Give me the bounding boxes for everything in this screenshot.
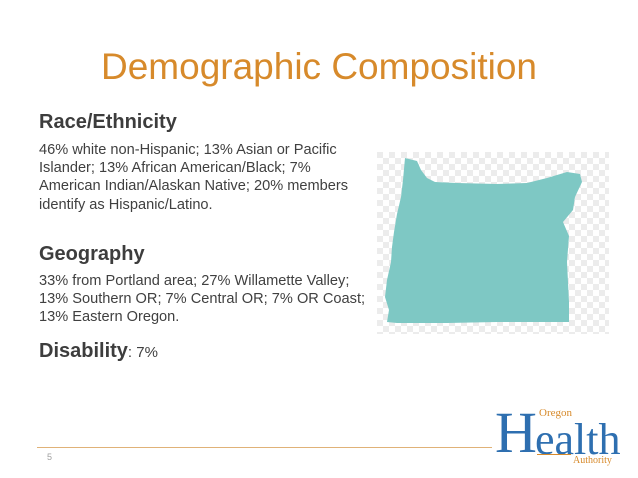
race-ethnicity-text: 46% white non-Hispanic; 13% Asian or Pac… (39, 142, 349, 213)
slide-title: Demographic Composition (101, 46, 537, 87)
logo-oregon-text: Oregon (539, 407, 572, 419)
logo-initial: H (495, 400, 537, 465)
oregon-map-icon (377, 152, 609, 334)
footer-divider (37, 447, 492, 448)
page-number: 5 (47, 452, 53, 462)
oregon-health-authority-logo: H Oregon ealth Authority (495, 404, 623, 468)
disability-value: : 7% (127, 344, 158, 361)
logo-divider (537, 454, 571, 455)
disability-heading: Disability (39, 340, 128, 362)
logo-authority-text: Authority (573, 455, 612, 466)
geography-heading: Geography (39, 243, 145, 265)
geography-text: 33% from Portland area; 27% Willamette V… (39, 273, 366, 326)
disability-line: Disability: 7% (39, 340, 158, 363)
oregon-shape (385, 158, 582, 323)
race-ethnicity-heading: Race/Ethnicity (39, 111, 177, 133)
